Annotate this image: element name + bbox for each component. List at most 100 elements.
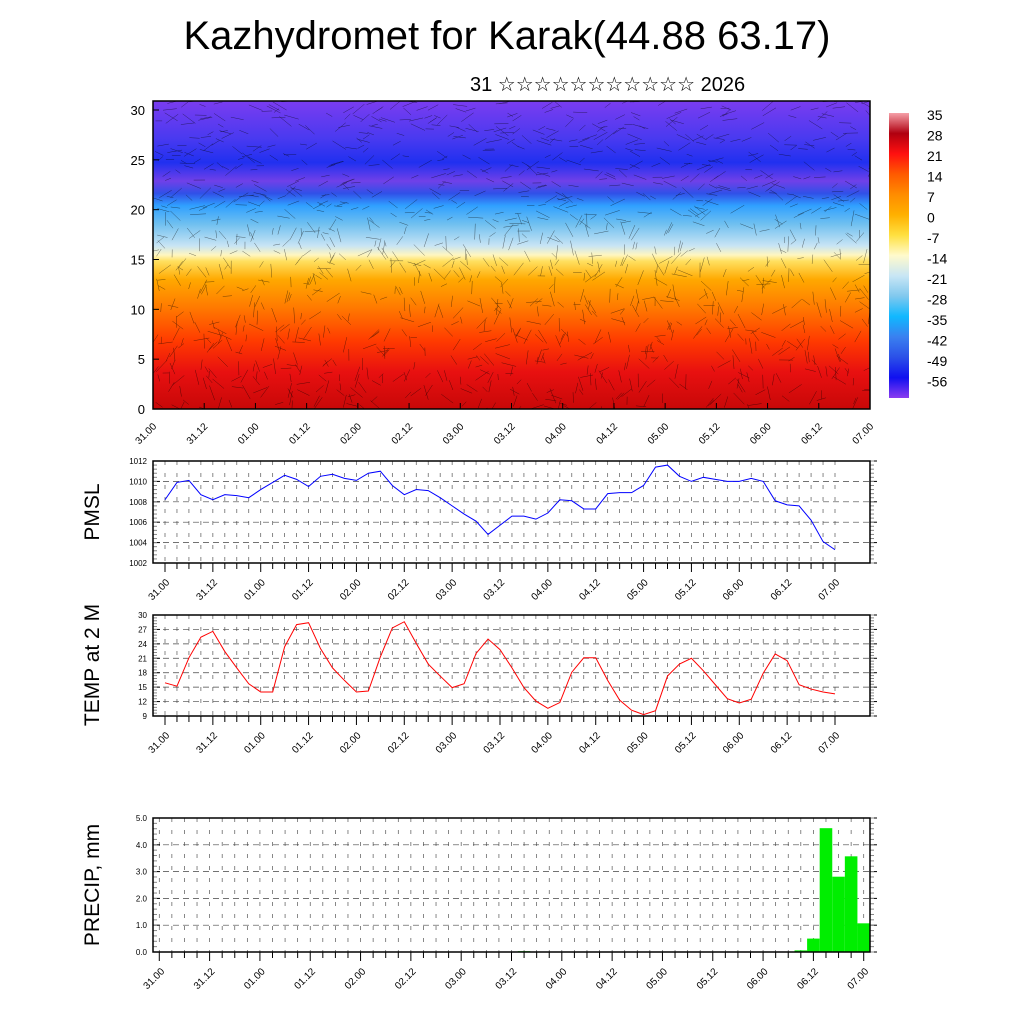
y-axis-label: PRECIP, mm xyxy=(81,824,104,946)
wind-barb xyxy=(248,104,263,111)
wind-barb xyxy=(714,227,721,238)
wind-barb xyxy=(816,302,822,318)
wind-barb xyxy=(643,394,650,407)
wind-barb xyxy=(287,180,300,187)
wind-barb xyxy=(833,194,845,202)
wind-barb xyxy=(466,206,478,215)
wind-barb xyxy=(252,363,255,372)
wind-barb xyxy=(706,327,711,334)
wind-barb xyxy=(781,323,791,332)
wind-barb xyxy=(686,153,693,157)
wind-barb xyxy=(398,311,403,319)
wind-barb xyxy=(343,184,350,190)
wind-barb xyxy=(737,333,744,341)
wind-barb xyxy=(259,148,270,153)
wind-barb xyxy=(336,182,348,188)
wind-barb xyxy=(542,348,550,351)
wind-barb xyxy=(438,305,444,318)
wind-barb xyxy=(369,217,374,223)
wind-barb xyxy=(505,290,511,297)
wind-barb xyxy=(574,354,589,359)
plot-frame xyxy=(152,614,871,717)
wind-barb xyxy=(372,331,380,337)
wind-barb xyxy=(326,112,333,117)
wind-barb xyxy=(390,153,401,161)
wind-barb xyxy=(561,328,569,337)
wind-barb xyxy=(565,204,577,209)
wind-barb xyxy=(701,164,711,166)
wind-barb xyxy=(755,389,766,396)
wind-barb xyxy=(338,124,350,128)
wind-barb xyxy=(546,389,554,393)
wind-barb xyxy=(687,209,700,219)
wind-barb xyxy=(336,389,345,396)
wind-barb xyxy=(732,355,735,370)
wind-barb xyxy=(504,217,517,221)
wind-barb xyxy=(672,191,682,200)
wind-barb xyxy=(169,345,178,358)
x-tick-label: 31.00 xyxy=(147,577,173,603)
wind-barb xyxy=(748,191,761,197)
wind-barb xyxy=(510,366,513,376)
wind-barb xyxy=(403,369,411,382)
wind-barb xyxy=(780,258,787,269)
wind-barb xyxy=(243,315,246,323)
x-tick-label: 03.00 xyxy=(434,730,460,756)
wind-barb xyxy=(671,252,682,264)
wind-barb xyxy=(262,364,273,368)
x-tick-label: 03.12 xyxy=(482,577,508,603)
wind-barb xyxy=(864,388,871,391)
y-tick-label: 0.0 xyxy=(136,948,148,957)
wind-barb xyxy=(200,116,212,120)
wind-barb xyxy=(172,327,180,341)
wind-barb xyxy=(390,212,397,218)
wind-barb xyxy=(153,197,163,202)
wind-barb xyxy=(679,242,683,252)
wind-barb xyxy=(747,267,755,272)
wind-barb xyxy=(632,241,635,250)
wind-barb xyxy=(235,163,243,170)
wind-barb xyxy=(253,192,267,196)
wind-barb xyxy=(203,143,214,151)
wind-barb xyxy=(770,189,777,194)
wind-barb xyxy=(535,172,549,176)
wind-barb xyxy=(611,318,626,323)
wind-barb xyxy=(587,300,597,314)
wind-barb xyxy=(702,198,713,206)
wind-barb xyxy=(212,378,225,389)
wind-barb xyxy=(383,345,386,359)
wind-barb xyxy=(189,311,195,324)
wind-barb xyxy=(275,402,284,405)
wind-barb xyxy=(171,359,176,370)
wind-barb xyxy=(513,262,524,276)
wind-barb xyxy=(221,334,232,340)
wind-barb xyxy=(746,404,750,410)
wind-barb xyxy=(296,382,311,385)
wind-barb xyxy=(157,279,166,281)
wind-barb xyxy=(577,356,584,361)
wind-barb xyxy=(209,321,220,325)
wind-barb xyxy=(448,380,454,391)
precip-bar xyxy=(794,950,808,952)
wind-barb xyxy=(820,217,830,219)
wind-barb xyxy=(817,237,820,244)
y-tick-label: 1.0 xyxy=(136,921,148,930)
wind-barb xyxy=(211,140,220,146)
wind-barb xyxy=(642,193,651,201)
wind-barb xyxy=(610,308,625,314)
wind-barb xyxy=(532,129,545,135)
y-tick-label: 2.0 xyxy=(136,894,148,903)
wind-barb xyxy=(155,402,163,408)
wind-barb xyxy=(704,200,719,206)
wind-barb xyxy=(555,245,559,260)
wind-barb xyxy=(181,338,184,346)
x-tick-label: 06.12 xyxy=(769,577,795,603)
wind-barb xyxy=(704,288,709,299)
wind-barb xyxy=(362,134,370,140)
wind-barb xyxy=(778,243,782,254)
wind-barb xyxy=(621,388,632,397)
wind-barb xyxy=(455,108,467,113)
colorbar-label: 21 xyxy=(927,148,943,164)
wind-barb xyxy=(158,190,172,199)
wind-barb xyxy=(205,267,210,276)
